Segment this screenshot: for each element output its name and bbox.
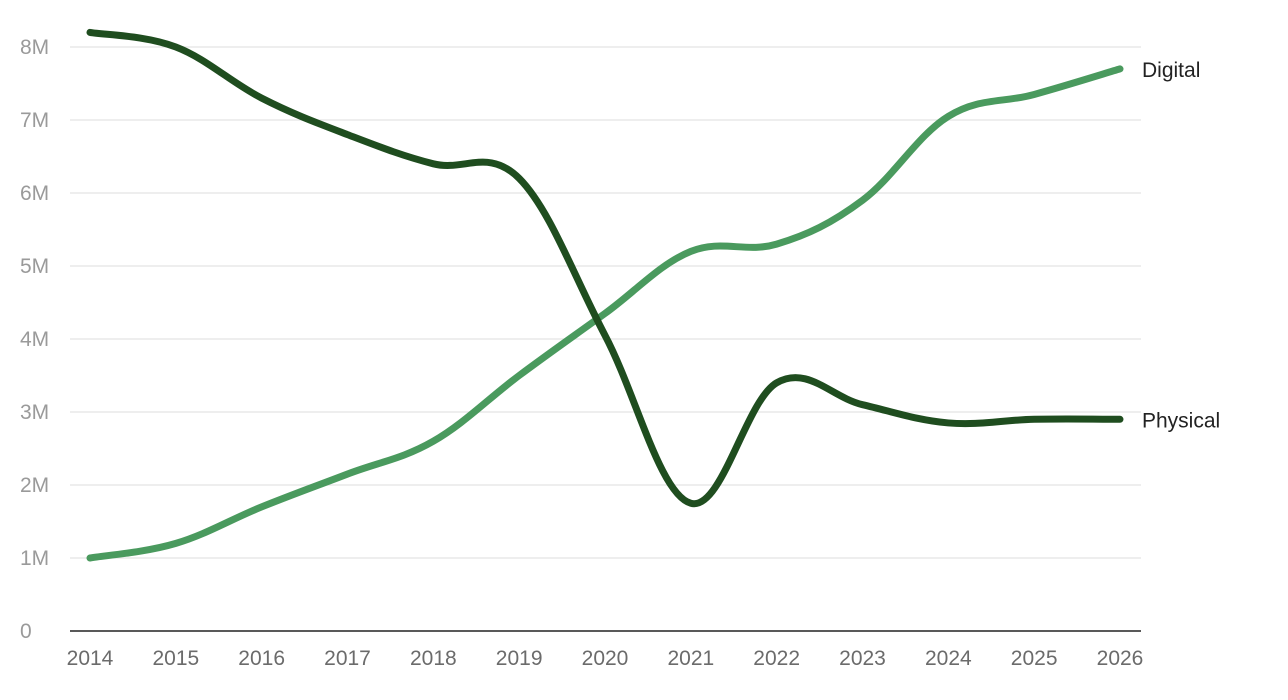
x-tick-label: 2026	[1097, 647, 1144, 670]
x-tick-label: 2024	[925, 647, 972, 670]
series-line-digital	[86, 65, 1124, 562]
x-axis-ticks: 2014 2015 2016 2017 2018 2019 2020 2021 2022 2023…	[67, 647, 1144, 670]
y-tick-label: 6M	[20, 182, 49, 205]
x-tick-label: 2016	[238, 647, 285, 670]
series-lines	[86, 28, 1124, 562]
x-tick-label: 2017	[324, 647, 371, 670]
series-label-digital: Digital	[1142, 59, 1200, 82]
y-tick-label: 1M	[20, 547, 49, 570]
x-tick-label: 2014	[67, 647, 114, 670]
x-tick-label: 2019	[496, 647, 543, 670]
gridlines	[70, 46, 1141, 559]
series-label-physical: Physical	[1142, 409, 1220, 432]
series-labels: Digital Physical	[1142, 59, 1220, 432]
series-line-physical	[86, 28, 1124, 507]
x-tick-label: 2025	[1011, 647, 1058, 670]
x-tick-label: 2023	[839, 647, 886, 670]
y-tick-label: 0	[20, 620, 32, 643]
x-tick-label: 2020	[582, 647, 629, 670]
x-tick-label: 2015	[152, 647, 199, 670]
y-tick-label: 7M	[20, 109, 49, 132]
y-tick-label: 4M	[20, 328, 49, 351]
y-axis-ticks: 0 1M 2M 3M 4M 5M 6M 7M 8M	[20, 36, 49, 643]
y-tick-label: 5M	[20, 255, 49, 278]
y-tick-label: 3M	[20, 401, 49, 424]
x-tick-label: 2018	[410, 647, 457, 670]
x-tick-label: 2022	[753, 647, 800, 670]
y-tick-label: 8M	[20, 36, 49, 59]
x-tick-label: 2021	[667, 647, 714, 670]
y-tick-label: 2M	[20, 474, 49, 497]
